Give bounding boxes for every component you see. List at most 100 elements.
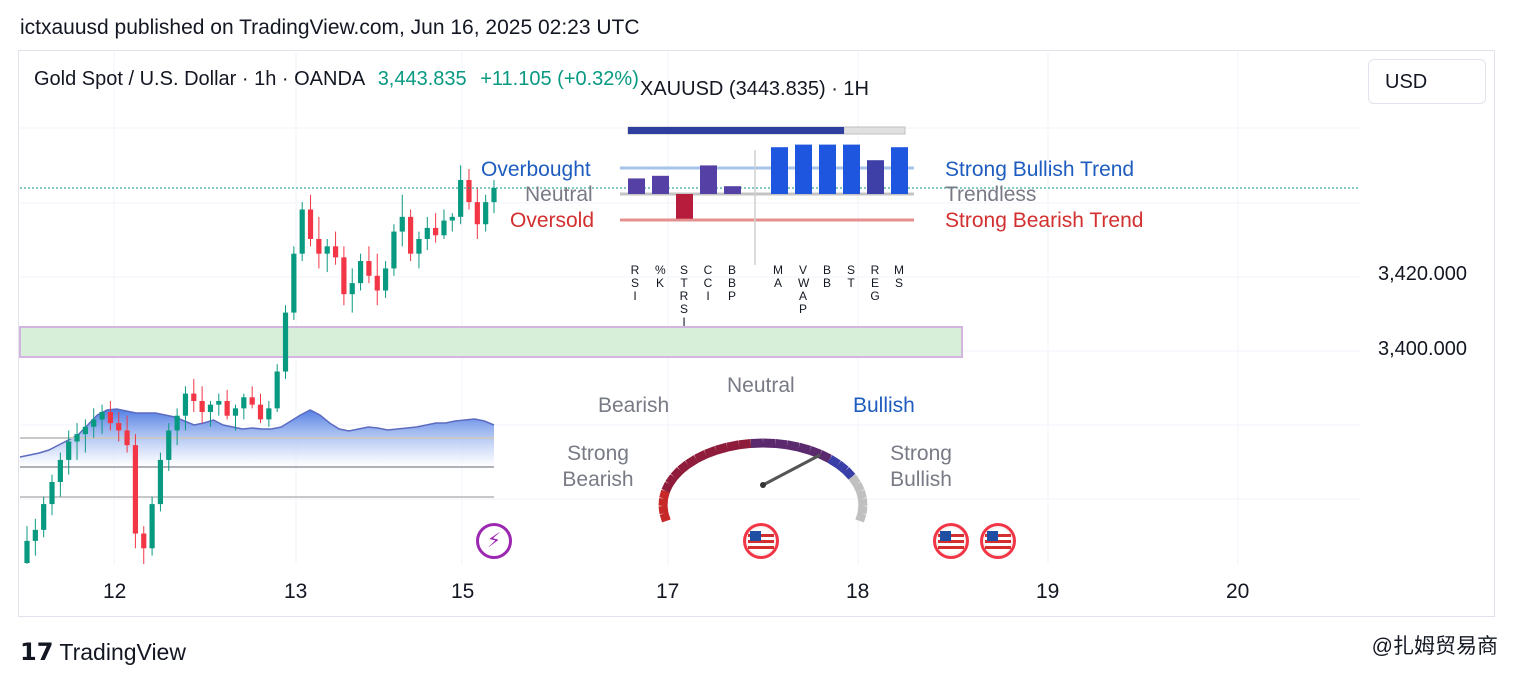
- candle-body: [357, 261, 364, 284]
- dividend-lightning-icon[interactable]: ⚡: [476, 523, 512, 559]
- price-tag-band: 2.625: [1378, 518, 1429, 540]
- meter-indicator-label: VWAP: [798, 263, 810, 316]
- gauge-segment: [857, 498, 868, 507]
- candle-body: [382, 268, 389, 291]
- us-flag-event-icon[interactable]: [980, 523, 1016, 559]
- indicator-title: XAUUSD (3443.835) · 1H: [640, 78, 869, 100]
- candle-body: [232, 408, 239, 416]
- meter-progress-fill: [628, 127, 845, 134]
- price-tag-last: 3,443.835 36:44: [1361, 173, 1485, 232]
- price-axis-label: 3,400.000: [1378, 338, 1467, 360]
- meter-indicator-label: MS: [894, 263, 904, 290]
- gauge-segment: [835, 460, 849, 474]
- candle-body: [141, 533, 147, 549]
- candle-body: [74, 434, 80, 442]
- candle-body: [224, 400, 230, 416]
- gauge-segment: [842, 467, 856, 480]
- candle-body: [316, 238, 322, 254]
- candle-body: [307, 209, 314, 239]
- candle-body: [282, 312, 289, 372]
- gauge-segment: [661, 481, 674, 493]
- gauge-segment: [852, 481, 865, 493]
- meter-bar: [676, 194, 693, 219]
- tradingview-logo[interactable]: 𝟭𝟳 TradingView: [20, 638, 186, 667]
- time-axis-label: 15: [451, 580, 475, 603]
- band-indicator: [19, 408, 495, 498]
- tv-logo-text: TradingView: [59, 639, 186, 665]
- time-axis-label: 19: [1036, 580, 1060, 603]
- price-tag-blue: 11.750: [1378, 117, 1438, 139]
- candle-body: [366, 261, 372, 276]
- meter-indicator-label: RSI: [630, 263, 640, 303]
- currency-button[interactable]: USD: [1368, 59, 1486, 104]
- last-price-value: 3,443.835: [1378, 178, 1467, 200]
- gauge-segment: [714, 442, 729, 455]
- gauge-segment: [659, 489, 670, 500]
- meter-bar: [891, 147, 908, 194]
- gauge: [658, 438, 868, 523]
- candle-body: [41, 504, 47, 530]
- candle-body: [91, 419, 97, 427]
- candle-body: [207, 404, 214, 413]
- candle-body: [132, 445, 139, 534]
- candle-body: [99, 412, 105, 420]
- meter-bar: [771, 147, 788, 194]
- candle-body: [474, 202, 480, 225]
- gauge-strong-bearish-label: Strong Bearish: [562, 442, 634, 491]
- us-flag-event-icon[interactable]: [743, 523, 779, 559]
- meter-indicator-label: REG: [870, 263, 880, 303]
- candle-body: [82, 426, 88, 435]
- meter-indicator-label: STRSI: [679, 263, 689, 329]
- time-axis-label: 12: [103, 580, 127, 603]
- meter-bar: [700, 165, 717, 194]
- candle-body: [266, 408, 272, 420]
- gauge-segment: [659, 512, 671, 523]
- band-line: [19, 408, 495, 458]
- published-header: ictxauusd published on TradingView.com, …: [20, 16, 640, 39]
- candle-body: [332, 246, 339, 258]
- price-tag-band: 2.800: [1378, 421, 1429, 443]
- meter-indicator-label: CCI: [703, 263, 713, 303]
- price-tag-band: 2.691: [1378, 486, 1429, 508]
- candle-body: [391, 231, 397, 269]
- gauge-strong-bullish-label: Strong Bullish: [890, 442, 952, 491]
- candle-body: [32, 529, 38, 541]
- symbol-legend[interactable]: Gold Spot / U.S. Dollar · 1h · OANDA 3,4…: [34, 68, 639, 91]
- overbought-label: Overbought: [481, 158, 591, 181]
- gauge-segment: [685, 455, 699, 469]
- price-axis-label: 3,420.000: [1378, 263, 1467, 285]
- candle-body: [241, 397, 247, 409]
- gauge-segment: [856, 489, 867, 500]
- candle-body: [441, 220, 447, 236]
- gauge-segment: [786, 440, 800, 452]
- candle-body: [157, 459, 164, 505]
- gauge-segment: [818, 450, 832, 463]
- candle-body: [341, 257, 347, 295]
- candle-body: [291, 253, 297, 313]
- candle-body: [374, 275, 380, 291]
- candle-body: [274, 371, 280, 409]
- meter-bar: [628, 178, 645, 194]
- symbol-name: Gold Spot / U.S. Dollar · 1h · OANDA: [34, 68, 365, 90]
- support-zone: [19, 326, 963, 358]
- strong-bullish-trend-label: Strong Bullish Trend: [945, 158, 1135, 181]
- time-axis-label: 17: [656, 580, 680, 603]
- gauge-segment: [797, 442, 812, 455]
- last-price: 3,443.835: [377, 68, 467, 90]
- meter-indicator-label: MA: [773, 263, 783, 290]
- meter-bar: [724, 186, 741, 194]
- candle-body: [49, 481, 55, 505]
- candle-body: [66, 441, 72, 460]
- strong-bearish-trend-label: Strong Bearish Trend: [945, 209, 1144, 232]
- trendless-label: Trendless: [945, 183, 1037, 206]
- gauge-segment: [857, 505, 868, 515]
- gauge-segment: [848, 474, 861, 487]
- candle-body: [416, 238, 422, 254]
- us-flag-event-icon[interactable]: [933, 523, 969, 559]
- candle-body: [182, 393, 189, 416]
- candle-body: [424, 227, 430, 239]
- candle-body: [149, 504, 155, 549]
- meter-bar: [795, 144, 812, 194]
- gauge-segment: [670, 467, 684, 480]
